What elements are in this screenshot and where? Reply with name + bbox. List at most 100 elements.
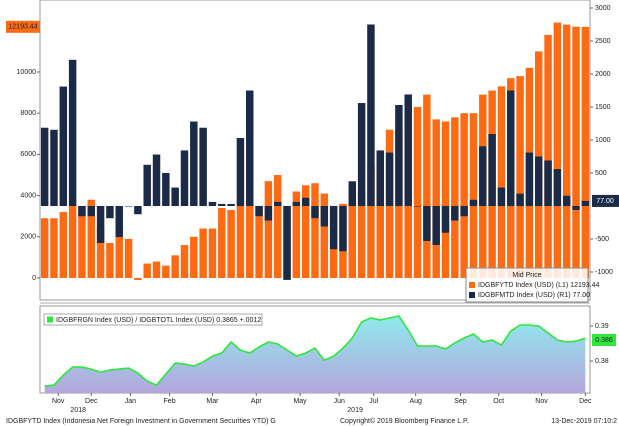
bar	[385, 152, 394, 207]
bar	[413, 206, 422, 207]
x-tick-label: Aug	[409, 398, 422, 405]
x-tick-label: Jul	[369, 398, 378, 405]
bar	[106, 242, 114, 278]
bar	[87, 199, 95, 278]
bar	[106, 206, 114, 219]
bar	[441, 121, 450, 278]
x-tick-label: Dec	[85, 398, 98, 405]
bar	[544, 160, 552, 207]
bar	[339, 206, 347, 252]
legend-label: IDGBFYTD Index (USD) (L1) 12193.44	[478, 282, 599, 289]
bar	[171, 255, 179, 278]
bar	[441, 206, 450, 233]
legend-swatch	[469, 292, 475, 298]
value-tag	[592, 334, 616, 347]
bar	[162, 265, 170, 278]
y-tick-label: 2000	[20, 234, 36, 241]
bar	[264, 206, 273, 221]
bar	[115, 206, 123, 238]
bar	[78, 205, 86, 278]
x-tick-label: Sep	[454, 398, 467, 405]
bar	[553, 169, 562, 207]
bar	[171, 187, 179, 207]
bar	[218, 203, 226, 207]
bar	[376, 154, 384, 278]
y-tick-label: 0	[32, 275, 36, 282]
x-tick-label: Nov	[535, 398, 548, 405]
bar	[115, 236, 123, 278]
bar	[320, 193, 329, 278]
bar	[292, 201, 301, 207]
y2-tick-label: -1000	[595, 269, 613, 276]
bar	[236, 205, 245, 278]
bar	[497, 86, 506, 278]
bar	[152, 154, 161, 207]
y2-tick-label: 2500	[595, 38, 611, 45]
legend-swatch	[47, 316, 53, 323]
x-tick-label: Jan	[125, 398, 136, 405]
bar	[423, 206, 431, 241]
legend-box	[43, 313, 263, 326]
y-tick-label: 8000	[20, 110, 36, 117]
bar	[218, 207, 226, 278]
x-tick-label: Oct	[493, 398, 504, 405]
bar	[199, 127, 207, 207]
bar	[59, 212, 68, 278]
legend-title: Mid Price	[512, 272, 541, 279]
bar	[292, 191, 301, 278]
legend-label: IDGBFMTD Index (USD) (R1) 77.00	[478, 292, 590, 299]
area	[44, 316, 586, 393]
x-tick-label: Mar	[206, 398, 219, 405]
y2-tick-label: 1000	[595, 137, 611, 144]
bar	[134, 206, 142, 215]
y2-tick-label: 3000	[595, 5, 611, 12]
bar	[507, 90, 515, 207]
x-tick-label: May	[293, 398, 307, 405]
bar	[469, 113, 478, 278]
bar	[497, 187, 506, 207]
bar	[227, 203, 235, 207]
bar	[572, 26, 580, 278]
y2-tick-label: 2000	[595, 71, 611, 78]
y-tick-label: 6000	[20, 151, 36, 158]
bar	[451, 117, 459, 278]
y2-tick-label: 1500	[595, 104, 611, 111]
bar	[59, 86, 68, 207]
bar	[273, 174, 282, 278]
bar	[124, 238, 133, 278]
value-tag	[6, 20, 40, 33]
bar	[423, 94, 431, 278]
bar	[96, 228, 105, 278]
bar	[535, 156, 543, 207]
x-year-label: 2018	[70, 407, 86, 414]
bar	[562, 195, 571, 207]
value-tag	[592, 194, 619, 207]
bar	[68, 205, 77, 278]
bar	[516, 193, 524, 207]
legend-box	[465, 267, 589, 303]
bar	[544, 34, 552, 278]
bar	[572, 206, 580, 210]
bar	[50, 218, 58, 278]
footer-timestamp: 13-Dec-2019 07:10:2	[551, 418, 617, 425]
bar	[311, 183, 319, 278]
bar	[255, 206, 263, 217]
plot-frame	[39, 0, 591, 301]
bar	[264, 181, 273, 278]
bar	[190, 121, 198, 207]
bar	[581, 200, 590, 207]
bar	[246, 90, 254, 207]
x-tick-label: Dec	[579, 398, 592, 405]
bar	[87, 206, 95, 217]
y-tick-label: 0.39	[595, 323, 609, 330]
bar	[488, 134, 496, 207]
bar	[367, 24, 375, 207]
bar	[460, 206, 468, 217]
bar	[301, 185, 310, 278]
footer-description: IDGBFYTD Index (Indonesia Net Foreign In…	[6, 418, 276, 425]
y-tick-label: 10000	[17, 69, 37, 76]
bar	[162, 173, 170, 207]
y-tick-label: 4000	[20, 192, 36, 199]
x-tick-label: Nov	[52, 398, 65, 405]
value-tag-label: 12193.44	[8, 24, 37, 31]
